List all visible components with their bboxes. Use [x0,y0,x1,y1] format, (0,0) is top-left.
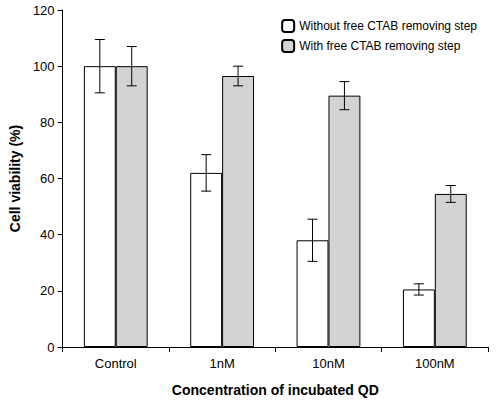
svg-text:With free CTAB removing step: With free CTAB removing step [299,39,460,53]
svg-text:100nM: 100nM [415,356,455,371]
svg-text:10nM: 10nM [312,356,345,371]
svg-text:Without free CTAB removing ste: Without free CTAB removing step [299,19,477,33]
svg-text:Concentration of incubated QD: Concentration of incubated QD [172,382,379,398]
svg-text:80: 80 [40,115,54,130]
svg-text:Control: Control [95,356,137,371]
svg-text:40: 40 [40,227,54,242]
svg-text:120: 120 [33,3,55,18]
svg-text:60: 60 [40,171,54,186]
svg-text:20: 20 [40,283,54,298]
svg-text:0: 0 [47,340,54,355]
svg-text:1nM: 1nM [209,356,234,371]
svg-text:100: 100 [33,59,55,74]
svg-text:Cell viability (%): Cell viability (%) [7,125,23,232]
